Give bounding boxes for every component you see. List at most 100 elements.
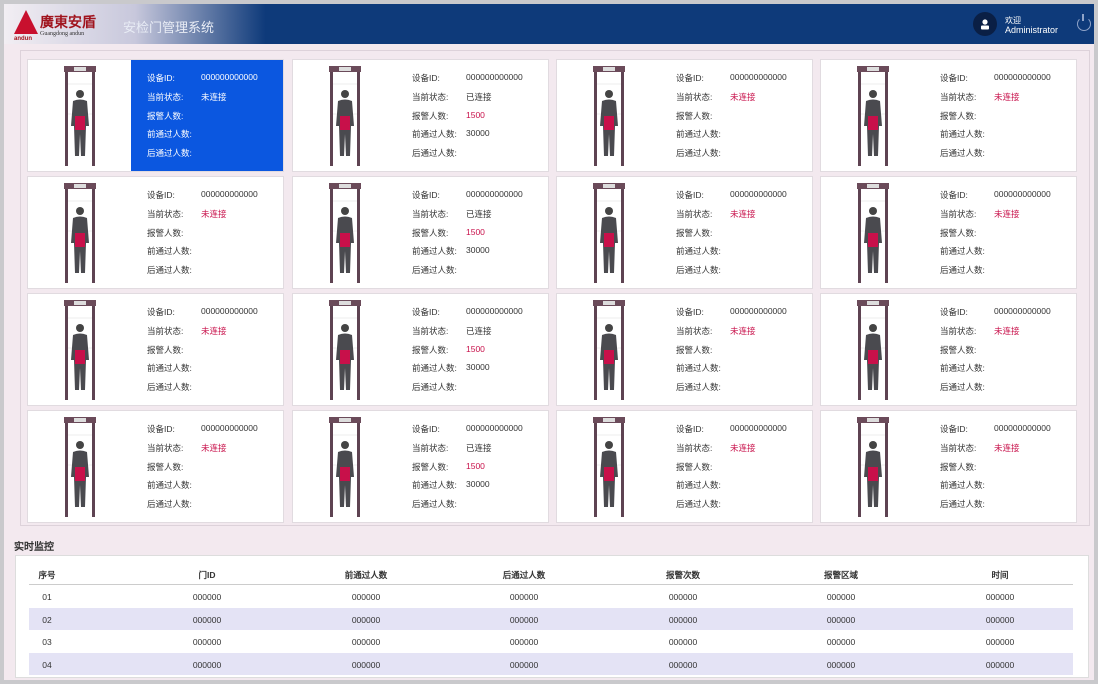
- field-id: 设备ID: 000000000000: [147, 306, 283, 325]
- label-alarm: 报警人数:: [147, 461, 184, 472]
- value-id: 000000000000: [994, 72, 1051, 82]
- label-id: 设备ID:: [676, 190, 704, 200]
- label-back: 后通过人数:: [940, 265, 985, 276]
- field-front: 前通过人数:: [676, 128, 812, 147]
- label-back: 后通过人数:: [676, 265, 721, 276]
- field-alarm: 报警人数:: [940, 227, 1076, 246]
- power-icon[interactable]: [1077, 14, 1091, 31]
- table-row[interactable]: 04 000000 000000 000000 000000 000000 000000: [29, 652, 1073, 675]
- column-header: 报警次数: [665, 570, 701, 580]
- field-back: 后通过人数:: [147, 381, 283, 400]
- gate-image-icon: [821, 177, 924, 288]
- label-alarm: 报警人数:: [676, 461, 713, 472]
- gate-image-icon: [293, 294, 396, 405]
- value-front: 30000: [466, 245, 490, 256]
- field-id: 设备ID: 000000000000: [676, 72, 812, 91]
- table-row[interactable]: 01 000000 000000 000000 000000 000000 000000: [29, 585, 1073, 608]
- device-card[interactable]: 设备ID: 000000000000 当前状态: 已连接 报警人数: 1500 前通过人数:…: [292, 293, 549, 406]
- table-row[interactable]: 02 000000 000000 000000 000000 000000 000000: [29, 607, 1073, 630]
- device-info: 设备ID: 000000000000 当前状态: 已连接 报警人数: 1500 前通过人数:…: [396, 60, 548, 171]
- table-cell: 000000: [351, 659, 381, 670]
- field-status: 当前状态: 未连接: [676, 442, 812, 461]
- table-cell: 000000: [985, 659, 1015, 670]
- label-alarm: 报警人数:: [676, 110, 713, 121]
- label-status: 当前状态:: [940, 442, 977, 453]
- label-id: 设备ID:: [412, 190, 440, 200]
- label-back: 后通过人数:: [147, 148, 192, 159]
- label-alarm: 报警人数:: [412, 227, 449, 238]
- label-id: 设备ID:: [147, 424, 175, 434]
- label-front: 前通过人数:: [940, 129, 985, 140]
- device-card[interactable]: 设备ID: 000000000000 当前状态: 未连接 报警人数: 前通过人数: 后通过人…: [820, 410, 1077, 523]
- table-cell: 000000: [826, 659, 856, 670]
- value-status: 未连接: [730, 442, 756, 453]
- field-id: 设备ID: 000000000000: [676, 189, 812, 208]
- logo-sub: andun: [14, 36, 32, 42]
- field-back: 后通过人数:: [940, 147, 1076, 166]
- device-card[interactable]: 设备ID: 000000000000 当前状态: 未连接 报警人数: 前通过人数: 后通过人…: [27, 176, 284, 289]
- field-id: 设备ID: 000000000000: [147, 189, 283, 208]
- field-status: 当前状态: 未连接: [147, 91, 283, 110]
- value-status: 未连接: [201, 442, 227, 453]
- table-cell: 000000: [668, 637, 698, 647]
- table-cell: 03: [42, 637, 52, 647]
- field-back: 后通过人数:: [147, 264, 283, 283]
- device-card[interactable]: 设备ID: 000000000000 当前状态: 未连接 报警人数: 前通过人数: 后通过人…: [820, 59, 1077, 172]
- device-card[interactable]: 设备ID: 000000000000 当前状态: 已连接 报警人数: 1500 前通过人数:…: [292, 176, 549, 289]
- column-header: 序号: [38, 570, 56, 580]
- label-back: 后通过人数:: [940, 499, 985, 510]
- field-id: 设备ID: 000000000000: [147, 72, 283, 91]
- label-id: 设备ID:: [676, 424, 704, 434]
- label-status: 当前状态:: [412, 91, 449, 102]
- app-window: 廣東安盾 Guangdong andun andun 安检门管理系统 欢迎 Ad…: [4, 4, 1094, 680]
- monitor-table: 序号 门ID 前通过人数 后通过人数 报警次数 报警区域 时间 01 000000 000000 0…: [15, 555, 1089, 678]
- value-id: 000000000000: [994, 306, 1051, 316]
- field-status: 当前状态: 未连接: [147, 442, 283, 461]
- device-card[interactable]: 设备ID: 000000000000 当前状态: 未连接 报警人数: 前通过人数: 后通过人…: [820, 293, 1077, 406]
- label-front: 前通过人数:: [676, 363, 721, 374]
- label-status: 当前状态:: [676, 208, 713, 219]
- value-status: 未连接: [201, 91, 227, 102]
- field-alarm: 报警人数:: [940, 461, 1076, 480]
- device-card[interactable]: 设备ID: 000000000000 当前状态: 未连接 报警人数: 前通过人数: 后通过人…: [556, 293, 813, 406]
- gate-image-icon: [821, 60, 924, 171]
- value-status: 已连接: [466, 208, 492, 219]
- value-status: 已连接: [466, 325, 492, 336]
- device-card[interactable]: 设备ID: 000000000000 当前状态: 未连接 报警人数: 前通过人数: 后通过人…: [820, 176, 1077, 289]
- device-card[interactable]: 设备ID: 000000000000 当前状态: 未连接 报警人数: 前通过人数: 后通过人…: [27, 293, 284, 406]
- column-header: 门ID: [198, 570, 216, 580]
- table-cell: 000000: [668, 659, 698, 670]
- value-front: 30000: [466, 479, 490, 490]
- label-front: 前通过人数:: [147, 129, 192, 140]
- device-card[interactable]: 设备ID: 000000000000 当前状态: 未连接 报警人数: 前通过人数: 后通过人…: [27, 59, 284, 172]
- field-status: 当前状态: 未连接: [676, 325, 812, 344]
- user-avatar-icon[interactable]: [973, 12, 997, 36]
- device-info: 设备ID: 000000000000 当前状态: 未连接 报警人数: 前通过人数: 后通过人…: [131, 177, 283, 288]
- device-card[interactable]: 设备ID: 000000000000 当前状态: 未连接 报警人数: 前通过人数: 后通过人…: [556, 176, 813, 289]
- label-back: 后通过人数:: [147, 499, 192, 510]
- device-info: 设备ID: 000000000000 当前状态: 未连接 报警人数: 前通过人数: 后通过人…: [660, 177, 812, 288]
- field-status: 当前状态: 已连接: [412, 91, 548, 110]
- gate-image-icon: [293, 177, 396, 288]
- table-cell: 04: [42, 659, 52, 670]
- label-id: 设备ID:: [676, 73, 704, 83]
- value-status: 未连接: [730, 325, 756, 336]
- label-id: 设备ID:: [412, 307, 440, 317]
- column-header: 前通过人数: [344, 570, 388, 580]
- device-card[interactable]: 设备ID: 000000000000 当前状态: 未连接 报警人数: 前通过人数: 后通过人…: [27, 410, 284, 523]
- device-info: 设备ID: 000000000000 当前状态: 未连接 报警人数: 前通过人数: 后通过人…: [660, 60, 812, 171]
- device-info: 设备ID: 000000000000 当前状态: 未连接 报警人数: 前通过人数: 后通过人…: [131, 60, 283, 171]
- field-id: 设备ID: 000000000000: [147, 423, 283, 442]
- table-row[interactable]: 03 000000 000000 000000 000000 000000 000000: [29, 630, 1073, 653]
- device-card[interactable]: 设备ID: 000000000000 当前状态: 未连接 报警人数: 前通过人数: 后通过人…: [556, 410, 813, 523]
- gate-image-icon: [821, 294, 924, 405]
- table-cell: 000000: [826, 592, 856, 602]
- header: 廣東安盾 Guangdong andun andun 安检门管理系统 欢迎 Ad…: [4, 4, 1094, 44]
- label-back: 后通过人数:: [676, 499, 721, 510]
- field-back: 后通过人数:: [676, 498, 812, 517]
- device-card[interactable]: 设备ID: 000000000000 当前状态: 已连接 报警人数: 1500 前通过人数:…: [292, 410, 549, 523]
- device-card[interactable]: 设备ID: 000000000000 当前状态: 已连接 报警人数: 1500 前通过人数:…: [292, 59, 549, 172]
- field-front: 前通过人数:: [940, 479, 1076, 498]
- device-card[interactable]: 设备ID: 000000000000 当前状态: 未连接 报警人数: 前通过人数: 后通过人…: [556, 59, 813, 172]
- value-id: 000000000000: [466, 72, 523, 82]
